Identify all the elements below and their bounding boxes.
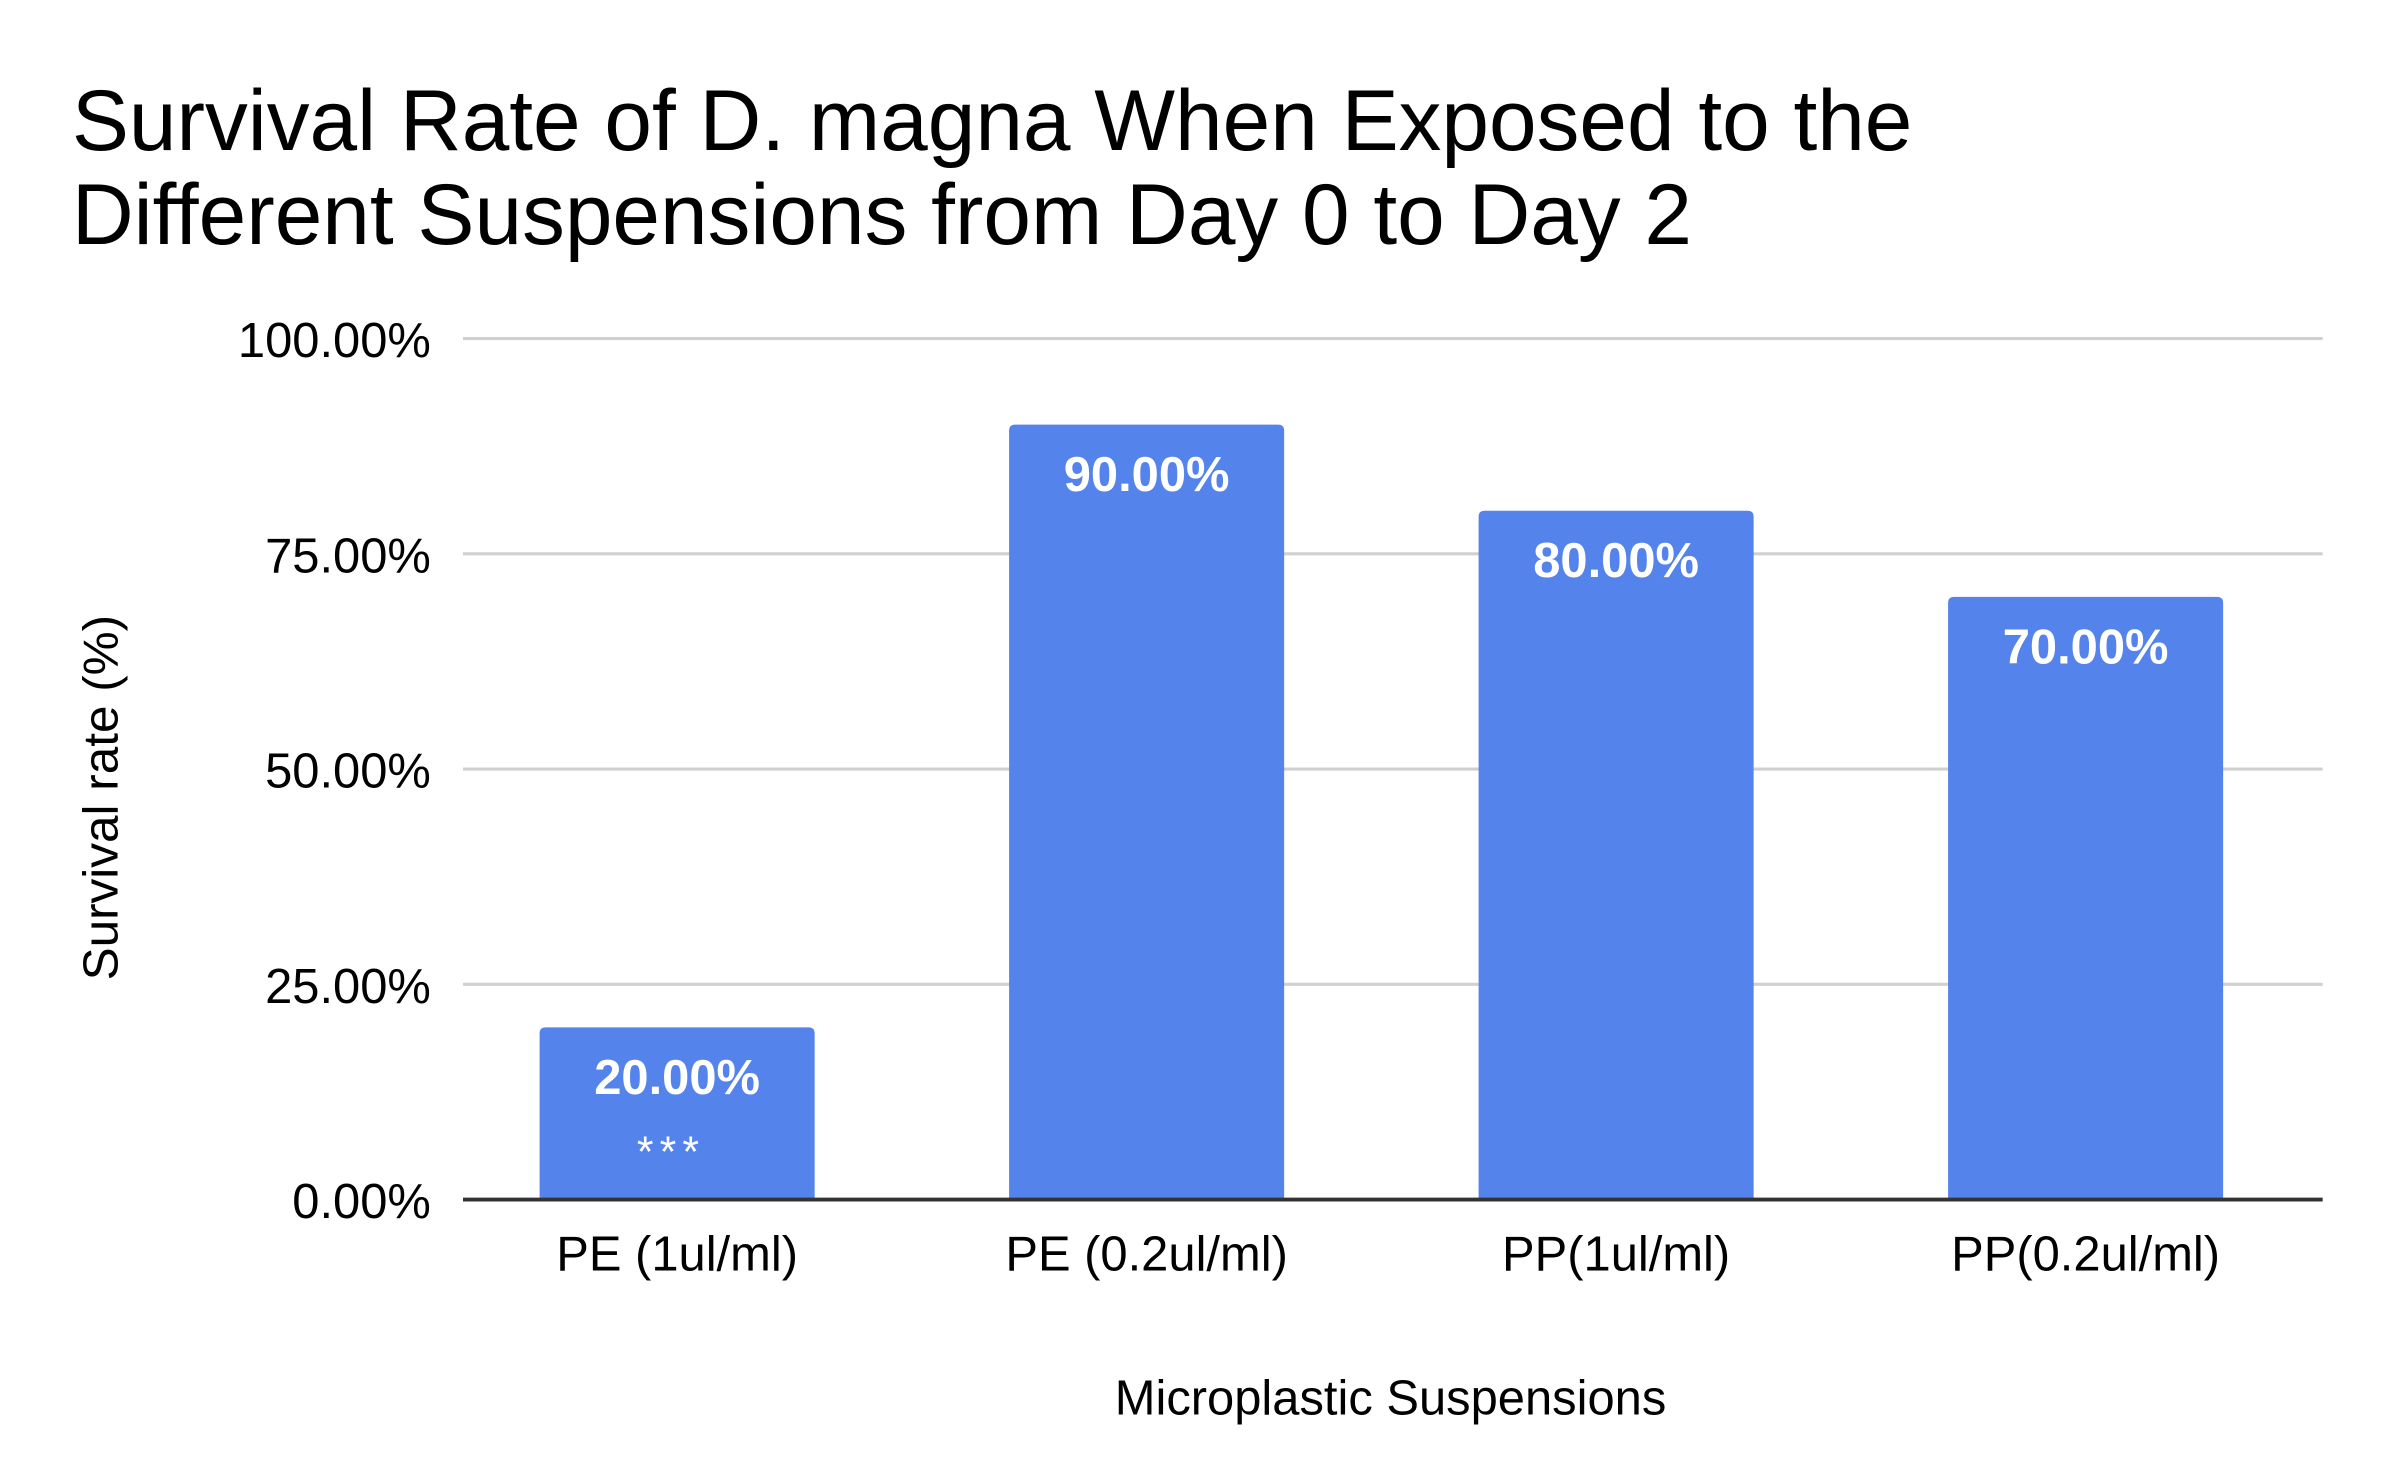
y-axis-title: Survival rate (%) <box>74 615 129 981</box>
data-label: 90.00% <box>1064 447 1230 502</box>
y-tick-label: 25.00% <box>265 959 431 1014</box>
x-tick-label: PP(0.2ul/ml) <box>1951 1226 2220 1281</box>
data-label: 80.00% <box>1533 533 1699 588</box>
data-label: 70.00% <box>2003 619 2169 674</box>
y-tick-label: 50.00% <box>265 743 431 798</box>
x-tick-label: PE (0.2ul/ml) <box>1005 1226 1288 1281</box>
chart-title-line-1: Survival Rate of D. magna When Exposed t… <box>72 73 1913 170</box>
x-tick-labels: PE (1ul/ml) PE (0.2ul/ml) PP(1ul/ml) PP(0.2… <box>556 1226 2220 1281</box>
bar <box>1009 424 1285 1200</box>
y-tick-label: 75.00% <box>265 528 431 583</box>
x-tick-label: PE (1ul/ml) <box>556 1226 798 1281</box>
bar <box>1948 596 2224 1200</box>
data-label: 20.00% <box>594 1050 760 1105</box>
bar <box>1478 510 1754 1200</box>
bar <box>539 1027 815 1200</box>
y-tick-label: 100.00% <box>238 313 431 368</box>
significance-annotation: *** <box>637 1128 705 1176</box>
y-tick-labels: 0.00% 25.00% 50.00% 75.00% 100.00% <box>238 313 431 1229</box>
bars: 20.00% *** 90.00% 80.00% 70.00% <box>539 424 2224 1200</box>
x-tick-label: PP(1ul/ml) <box>1502 1226 1730 1281</box>
y-tick-label: 0.00% <box>292 1174 431 1229</box>
chart-title-line-2: Different Suspensions from Day 0 to Day … <box>72 167 1692 264</box>
x-axis-title: Microplastic Suspensions <box>1115 1370 1667 1425</box>
